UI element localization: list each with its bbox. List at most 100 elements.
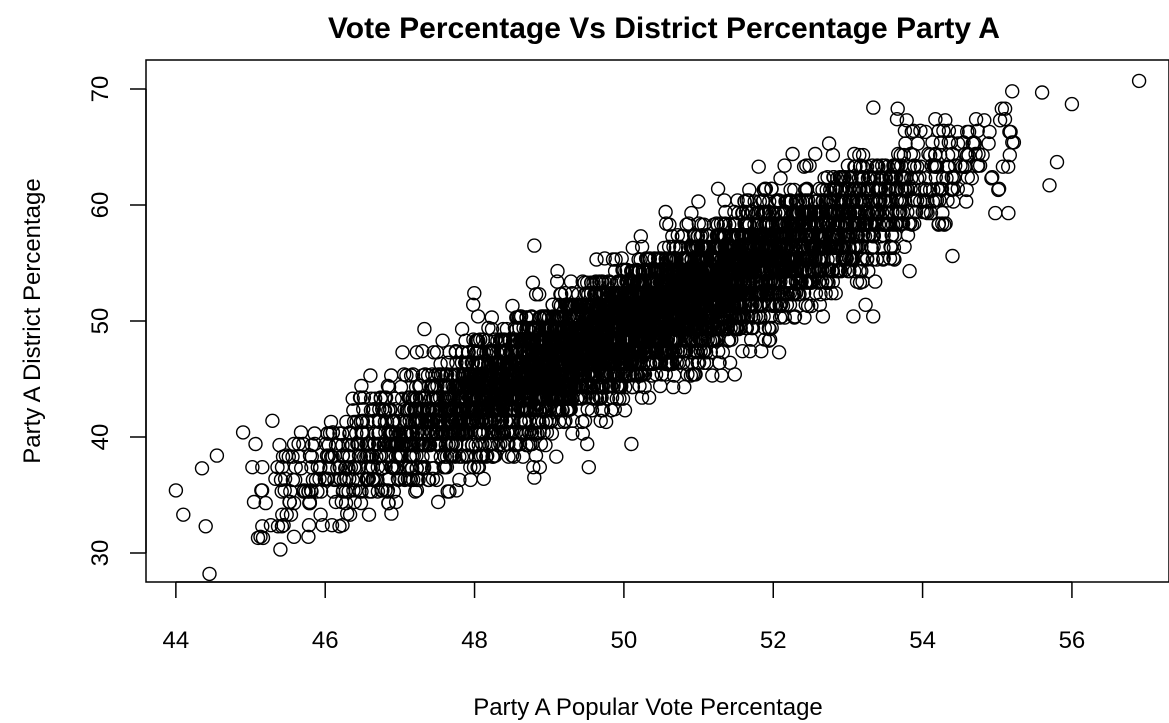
data-point bbox=[353, 495, 369, 511]
data-point bbox=[345, 437, 360, 453]
data-point bbox=[940, 193, 955, 208]
data-point bbox=[342, 507, 358, 522]
data-point bbox=[897, 239, 912, 255]
data-point bbox=[399, 368, 414, 383]
data-point bbox=[277, 471, 293, 486]
data-point bbox=[830, 263, 846, 279]
data-point bbox=[409, 345, 424, 360]
data-point bbox=[994, 101, 1009, 116]
data-point bbox=[286, 529, 302, 544]
data-point bbox=[944, 169, 959, 185]
data-point bbox=[426, 345, 441, 360]
data-point bbox=[858, 297, 873, 312]
data-point bbox=[549, 449, 564, 464]
data-point bbox=[459, 449, 474, 464]
data-point bbox=[417, 321, 432, 337]
data-point bbox=[722, 355, 738, 370]
data-point bbox=[988, 205, 1003, 221]
data-point bbox=[889, 111, 905, 127]
data-point bbox=[981, 136, 996, 151]
data-point bbox=[581, 460, 596, 475]
data-point bbox=[363, 391, 379, 406]
data-point bbox=[321, 448, 336, 463]
data-point bbox=[997, 111, 1013, 127]
data-point bbox=[866, 100, 881, 115]
data-point bbox=[1001, 159, 1016, 174]
data-point bbox=[756, 182, 771, 198]
data-point bbox=[762, 332, 778, 347]
data-point bbox=[509, 310, 524, 325]
data-point bbox=[468, 437, 483, 453]
data-point bbox=[354, 378, 369, 394]
data-point bbox=[625, 240, 640, 256]
data-point bbox=[634, 390, 650, 405]
data-point bbox=[890, 101, 905, 116]
data-point bbox=[1003, 124, 1018, 140]
data-point bbox=[804, 298, 819, 314]
data-point bbox=[481, 345, 496, 360]
data-point bbox=[245, 460, 260, 475]
data-point bbox=[276, 518, 291, 533]
data-point bbox=[304, 484, 319, 499]
data-point bbox=[589, 252, 604, 267]
data-point bbox=[448, 344, 464, 359]
data-point bbox=[597, 251, 612, 266]
data-point bbox=[282, 494, 297, 510]
data-point bbox=[910, 136, 925, 151]
data-point bbox=[384, 506, 399, 521]
data-point bbox=[1001, 205, 1016, 221]
data-point bbox=[876, 251, 891, 266]
data-point bbox=[258, 495, 273, 511]
data-point bbox=[936, 123, 951, 139]
data-point bbox=[604, 403, 619, 418]
data-point bbox=[846, 309, 861, 324]
data-point bbox=[484, 310, 499, 325]
data-point bbox=[995, 159, 1011, 174]
data-point bbox=[907, 216, 922, 231]
data-point bbox=[277, 483, 292, 498]
data-point bbox=[605, 252, 621, 267]
data-point bbox=[293, 425, 309, 440]
data-point bbox=[538, 437, 553, 453]
data-point bbox=[968, 111, 984, 127]
data-point bbox=[991, 182, 1006, 198]
data-point bbox=[363, 368, 378, 383]
data-point bbox=[294, 461, 309, 476]
data-point bbox=[341, 437, 356, 453]
data-point bbox=[476, 471, 491, 486]
data-point bbox=[302, 495, 318, 511]
data-point bbox=[274, 519, 290, 534]
data-point bbox=[593, 413, 608, 428]
data-point bbox=[449, 355, 464, 370]
data-point bbox=[442, 484, 457, 499]
data-point bbox=[617, 403, 633, 418]
data-point bbox=[393, 379, 409, 395]
data-point bbox=[545, 297, 560, 312]
data-point bbox=[374, 483, 389, 498]
data-point bbox=[301, 518, 317, 533]
data-point bbox=[715, 345, 730, 360]
data-point bbox=[466, 344, 482, 359]
data-point bbox=[519, 437, 534, 453]
data-point bbox=[742, 344, 758, 359]
data-point bbox=[313, 507, 328, 522]
data-point bbox=[968, 146, 983, 162]
data-point bbox=[899, 113, 914, 128]
data-point bbox=[938, 216, 953, 231]
data-point bbox=[464, 437, 480, 453]
data-points bbox=[168, 73, 1147, 582]
data-point bbox=[356, 390, 372, 405]
data-point bbox=[735, 344, 750, 359]
data-point bbox=[991, 181, 1007, 197]
data-point bbox=[984, 171, 999, 186]
chart-title: Vote Percentage Vs District Percentage P… bbox=[328, 12, 1000, 45]
data-point bbox=[328, 494, 344, 510]
data-point bbox=[324, 518, 340, 533]
data-point bbox=[514, 356, 529, 372]
data-point bbox=[326, 484, 341, 499]
data-point bbox=[409, 483, 425, 498]
data-point bbox=[439, 460, 455, 475]
data-point bbox=[941, 123, 957, 139]
data-point bbox=[384, 460, 399, 475]
